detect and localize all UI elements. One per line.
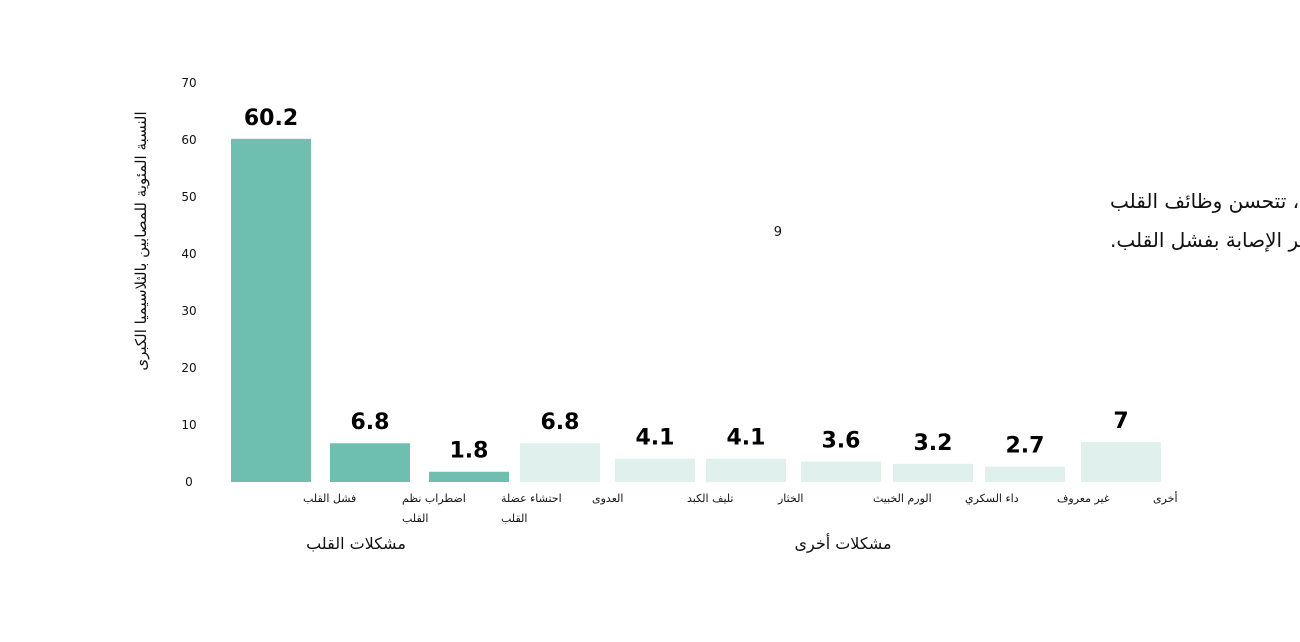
category-label: الخثار — [777, 492, 804, 505]
group-label: مشكلات أخرى — [794, 533, 891, 554]
category-label: أخرى — [1153, 491, 1178, 505]
y-axis-ticks: 0 10 20 30 40 50 60 70 — [181, 76, 196, 489]
bars — [231, 138, 1161, 483]
y-axis-label: النسبة المئوية للمصابين بالثلاسيميا الكب… — [132, 111, 150, 370]
value-labels: 60.2 6.8 1.8 6.8 4.1 4.1 3.6 3.2 2.7 7 — [244, 106, 1129, 464]
category-label: القلب — [501, 512, 527, 525]
bar — [1081, 442, 1161, 482]
value-label: 6.8 — [541, 410, 580, 435]
category-label: فشل القلب — [303, 492, 356, 505]
y-tick-label: 70 — [181, 76, 196, 90]
value-label: 3.6 — [822, 428, 861, 453]
value-label: 60.2 — [244, 106, 298, 131]
y-tick-label: 10 — [181, 418, 196, 432]
group-labels: مشكلات القلب مشكلات أخرى — [306, 533, 891, 554]
bar — [893, 463, 973, 482]
annotation-line-1: عند إزالة الحديد من القلب، تتحسن وظائف ا… — [1110, 189, 1300, 214]
bar — [330, 443, 410, 482]
annotation: عند إزالة الحديد من القلب، تتحسن وظائف ا… — [774, 189, 1300, 252]
bar — [429, 471, 509, 482]
bar — [520, 443, 600, 482]
y-tick-label: 40 — [181, 247, 196, 261]
category-label: العدوى — [592, 492, 623, 505]
bar — [985, 466, 1065, 482]
y-tick-label: 60 — [181, 133, 196, 147]
value-label: 4.1 — [636, 426, 675, 451]
category-label: احتشاء عضلة — [501, 492, 562, 505]
y-tick-label: 30 — [181, 304, 196, 318]
value-label: 4.1 — [727, 426, 766, 451]
category-label: غير معروف — [1057, 492, 1110, 505]
annotation-footnote: 9 — [774, 225, 782, 240]
bar — [231, 138, 311, 483]
bar — [615, 458, 695, 482]
y-tick-label: 0 — [185, 475, 193, 489]
value-label: 2.7 — [1006, 434, 1045, 459]
bar — [706, 458, 786, 482]
bar — [801, 461, 881, 482]
category-label: الورم الخبيث — [873, 492, 932, 505]
value-label: 3.2 — [914, 431, 953, 456]
y-tick-label: 50 — [181, 190, 196, 204]
category-label: القلب — [402, 512, 428, 525]
value-label: 7 — [1113, 409, 1128, 434]
value-label: 6.8 — [351, 410, 390, 435]
category-labels: فشل القلب اضطراب نظم القلب احتشاء عضلة القلب… — [303, 491, 1178, 525]
category-label: تليف الكبد — [687, 492, 733, 505]
category-label: اضطراب نظم — [402, 492, 466, 505]
category-label: داء السكري — [965, 492, 1019, 505]
y-tick-label: 20 — [181, 361, 196, 375]
value-label: 1.8 — [450, 439, 489, 464]
annotation-line-2: وينخفض خطر الإصابة بفشل القلب. — [1110, 228, 1300, 252]
group-label: مشكلات القلب — [306, 534, 406, 553]
